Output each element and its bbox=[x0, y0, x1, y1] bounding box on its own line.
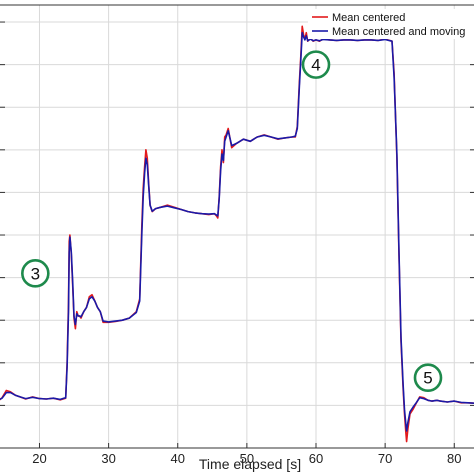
x-tick-label: 20 bbox=[32, 451, 46, 466]
step-marker-circle bbox=[21, 259, 50, 288]
x-tick-label: 60 bbox=[309, 451, 323, 466]
step-markers: 3 4 5 bbox=[21, 50, 443, 393]
step-marker-label: 4 bbox=[311, 56, 320, 75]
x-tick-label: 30 bbox=[101, 451, 115, 466]
x-tick-label: 40 bbox=[171, 451, 185, 466]
step-marker-circle bbox=[301, 50, 331, 79]
legend-box bbox=[308, 9, 474, 39]
plot-frame bbox=[0, 4, 474, 449]
x-tick-label: 50 bbox=[240, 451, 254, 466]
series-layer bbox=[0, 25, 474, 443]
step-marker-label: 3 bbox=[31, 264, 40, 283]
legend-label-moving: Mean centered and moving bbox=[332, 26, 465, 38]
step-marker-label: 5 bbox=[423, 369, 432, 388]
x-axis-label: Time elapsed [s] bbox=[199, 456, 301, 472]
legend: Mean centered Mean centered and moving bbox=[308, 9, 474, 39]
x-tick-label: 80 bbox=[447, 451, 461, 466]
x-tick-label: 70 bbox=[378, 451, 392, 466]
grid-lines bbox=[0, 5, 474, 449]
legend-label-mean-centered: Mean centered bbox=[332, 12, 405, 24]
series-line-moving bbox=[0, 31, 474, 432]
step-marker-circle bbox=[413, 363, 443, 393]
x-ticks: 20 30 40 50 60 70 80 bbox=[0, 21, 474, 466]
